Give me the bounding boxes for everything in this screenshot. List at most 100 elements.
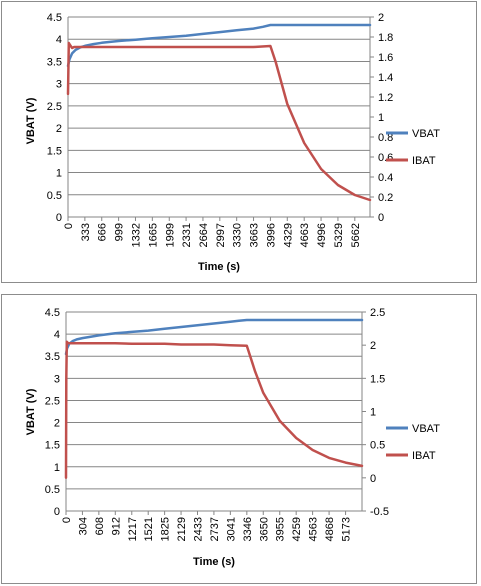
x-tick-label: 1217 bbox=[127, 517, 139, 541]
y-tick-label: 3 bbox=[56, 79, 62, 91]
x-tick-label: 333 bbox=[80, 223, 92, 241]
y-tick-label: 1 bbox=[54, 462, 60, 474]
x-tick-label: 3650 bbox=[258, 517, 270, 541]
x-tick-label: 0 bbox=[63, 223, 75, 229]
x-axis-title: Time (s) bbox=[193, 556, 235, 568]
series-line-vbat bbox=[64, 318, 364, 356]
y2-tick-label: -0.5 bbox=[370, 506, 389, 518]
x-tick-label: 5662 bbox=[350, 223, 362, 247]
y-tick-label: 1.5 bbox=[47, 145, 62, 157]
y-tick-label: 4.5 bbox=[45, 307, 60, 319]
x-tick-label: 0 bbox=[61, 517, 73, 523]
x-tick-label: 1825 bbox=[160, 517, 172, 541]
x-tick-label: 4563 bbox=[308, 517, 320, 541]
chart-svg-top: 0 0.5 1 1.5 2 2.5 3 3.5 4 4.5 0 0.2 0.4 0.6 0.8 1 1.2 1.… bbox=[25, 12, 440, 273]
x-tick-label: 2664 bbox=[198, 223, 210, 247]
y-tick-label: 2.5 bbox=[47, 101, 62, 113]
series-line-ibat bbox=[64, 340, 364, 480]
x-tick-label: 4996 bbox=[316, 223, 328, 247]
x-tick-label: 3330 bbox=[232, 223, 244, 247]
x-tick-label: 4259 bbox=[291, 517, 303, 541]
legend-label-ibat: IBAT bbox=[412, 450, 436, 462]
y-tick-label: 4.5 bbox=[47, 12, 62, 24]
grid bbox=[65, 311, 363, 512]
y-tick-label: 4 bbox=[54, 329, 60, 341]
y-tick-label: 0.5 bbox=[45, 484, 60, 496]
x-axis-ticks: 0 333 666 999 1332 1665 1999 2331 2664 2997 3330 36… bbox=[63, 217, 362, 247]
y2-tick-label: 0.4 bbox=[378, 172, 393, 184]
x-tick-label: 4329 bbox=[282, 223, 294, 247]
y2-tick-label: 2.5 bbox=[370, 307, 385, 319]
y-tick-label: 1.5 bbox=[45, 440, 60, 452]
y2-tick-label: 1.6 bbox=[378, 52, 393, 64]
y2-tick-label: 2 bbox=[378, 12, 384, 24]
series-group bbox=[66, 23, 372, 202]
x-tick-label: 999 bbox=[114, 223, 126, 241]
y2-tick-label: 0.8 bbox=[378, 132, 393, 144]
legend-label-ibat: IBAT bbox=[412, 155, 436, 167]
y-tick-label: 4 bbox=[56, 34, 62, 46]
x-axis-title: Time (s) bbox=[198, 261, 240, 273]
x-tick-label: 2433 bbox=[192, 517, 204, 541]
x-axis-ticks: 0 304 608 912 1217 1521 1825 2129 2433 2737 3041 33… bbox=[61, 511, 353, 541]
y2-tick-label: 1.2 bbox=[378, 92, 393, 104]
y-tick-label: 2 bbox=[54, 418, 60, 430]
series-group bbox=[64, 318, 364, 480]
y2-tick-label: 0.2 bbox=[378, 192, 393, 204]
legend-label-vbat: VBAT bbox=[412, 128, 440, 140]
y-tick-label: 2 bbox=[56, 123, 62, 135]
y2-tick-label: 1 bbox=[378, 112, 384, 124]
y-axis-ticks: 0 0.5 1 1.5 2 2.5 3 3.5 4 4.5 bbox=[47, 12, 62, 224]
y2-tick-label: 0 bbox=[370, 473, 376, 485]
y-tick-label: 3 bbox=[54, 373, 60, 385]
y-axis-ticks: 0 0.5 1 1.5 2 2.5 3 3.5 4 4.5 bbox=[45, 307, 60, 518]
x-tick-label: 3041 bbox=[225, 517, 237, 541]
y2-tick-label: 1.5 bbox=[370, 373, 385, 385]
y-axis-title: VBAT (V) bbox=[25, 388, 37, 435]
x-tick-label: 4868 bbox=[324, 517, 336, 541]
x-tick-label: 3346 bbox=[242, 517, 254, 541]
x-tick-label: 1665 bbox=[147, 223, 159, 247]
x-tick-label: 1332 bbox=[130, 223, 142, 247]
y-tick-label: 3.5 bbox=[47, 56, 62, 68]
x-tick-label: 5173 bbox=[341, 517, 353, 541]
y-tick-label: 1 bbox=[56, 168, 62, 180]
x-tick-label: 2997 bbox=[215, 223, 227, 247]
x-tick-label: 3996 bbox=[265, 223, 277, 247]
x-tick-label: 1521 bbox=[143, 517, 155, 541]
legend-label-vbat: VBAT bbox=[412, 423, 440, 435]
y2-tick-label: 2 bbox=[370, 340, 376, 352]
y-tick-label: 2.5 bbox=[45, 395, 60, 407]
y2-axis-ticks: -0.5 0 0.5 1 1.5 2 2.5 bbox=[362, 307, 389, 518]
y2-tick-label: 1.8 bbox=[378, 32, 393, 44]
x-tick-label: 608 bbox=[94, 517, 106, 535]
x-tick-label: 5329 bbox=[333, 223, 345, 247]
y2-tick-label: 0 bbox=[378, 212, 384, 224]
x-tick-label: 1999 bbox=[164, 223, 176, 247]
legend: VBAT IBAT bbox=[386, 423, 440, 462]
y2-tick-label: 1 bbox=[370, 407, 376, 419]
x-tick-label: 304 bbox=[77, 517, 89, 535]
series-line-vbat bbox=[66, 23, 372, 68]
y2-tick-label: 0.5 bbox=[370, 440, 385, 452]
x-tick-label: 2737 bbox=[209, 517, 221, 541]
y-tick-label: 0 bbox=[56, 212, 62, 224]
y-tick-label: 3.5 bbox=[45, 351, 60, 363]
y-tick-label: 0 bbox=[54, 506, 60, 518]
x-tick-label: 4663 bbox=[299, 223, 311, 247]
y-axis-title: VBAT (V) bbox=[25, 97, 37, 144]
chart-panel-top: 0 0.5 1 1.5 2 2.5 3 3.5 4 4.5 0 0.2 0.4 0.6 0.8 1 1.2 1.… bbox=[1, 1, 477, 283]
x-tick-label: 3663 bbox=[249, 223, 261, 247]
y2-tick-label: 0.6 bbox=[378, 152, 393, 164]
x-tick-label: 2129 bbox=[176, 517, 188, 541]
y-tick-label: 0.5 bbox=[47, 190, 62, 202]
legend: VBAT IBAT bbox=[386, 128, 440, 167]
y2-axis-ticks: 0 0.2 0.4 0.6 0.8 1 1.2 1.4 1.6 1.8 2 bbox=[370, 12, 393, 224]
x-tick-label: 666 bbox=[97, 223, 109, 241]
y2-tick-label: 1.4 bbox=[378, 72, 393, 84]
x-tick-label: 2331 bbox=[181, 223, 193, 247]
series-line-ibat bbox=[66, 41, 372, 202]
x-tick-label: 912 bbox=[110, 517, 122, 535]
